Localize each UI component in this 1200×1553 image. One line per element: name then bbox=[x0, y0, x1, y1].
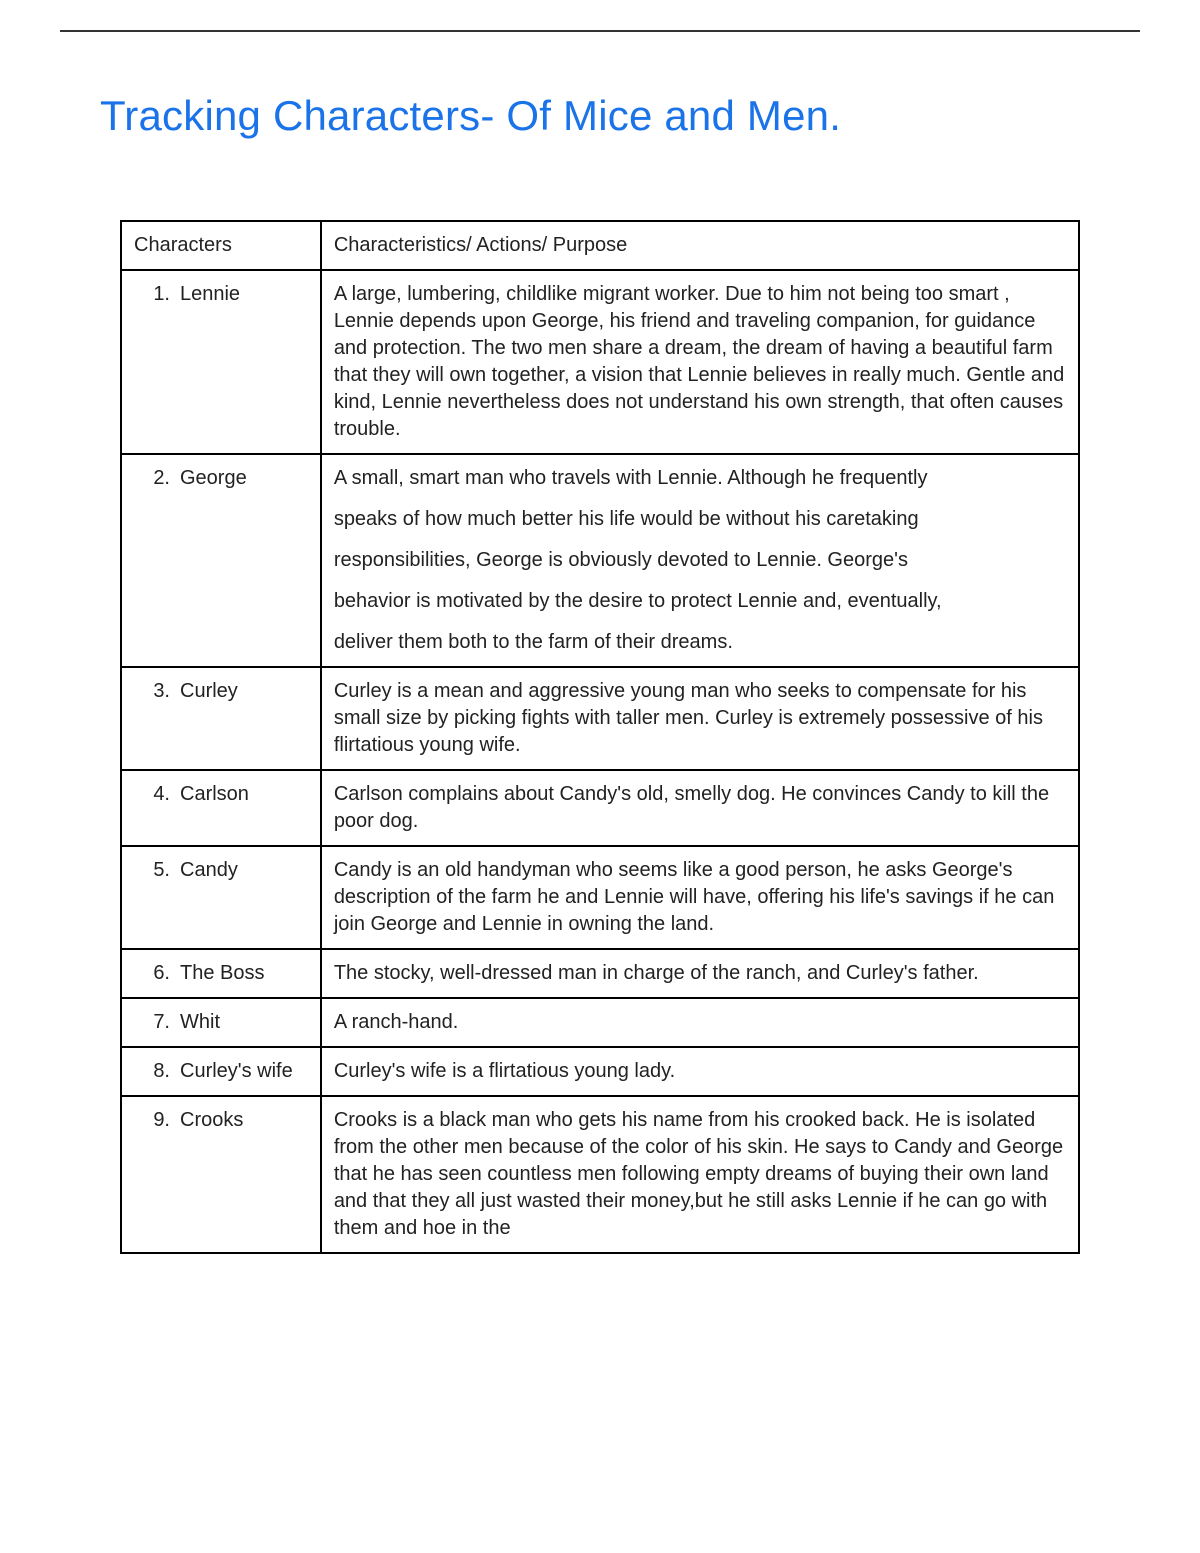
description-text: Candy is an old handyman who seems like … bbox=[334, 857, 1066, 938]
character-number: 2. bbox=[134, 465, 170, 492]
character-name: Candy bbox=[180, 857, 308, 884]
character-name: The Boss bbox=[180, 960, 308, 987]
character-name: Carlson bbox=[180, 781, 308, 808]
description-line: behavior is motivated by the desire to p… bbox=[334, 588, 1066, 615]
description-line: deliver them both to the farm of their d… bbox=[334, 629, 1066, 656]
character-cell: 4. Carlson bbox=[121, 770, 321, 846]
description-cell: A ranch-hand. bbox=[321, 998, 1079, 1047]
characters-table: Characters Characteristics/ Actions/ Pur… bbox=[120, 220, 1080, 1254]
character-number: 9. bbox=[134, 1107, 170, 1134]
character-cell: 2. George bbox=[121, 454, 321, 667]
description-line: responsibilities, George is obviously de… bbox=[334, 547, 1066, 574]
description-cell: Crooks is a black man who gets his name … bbox=[321, 1096, 1079, 1253]
character-name: George bbox=[180, 465, 308, 492]
character-number: 1. bbox=[134, 281, 170, 308]
top-rule bbox=[60, 30, 1140, 32]
character-number: 5. bbox=[134, 857, 170, 884]
character-cell: 3. Curley bbox=[121, 667, 321, 770]
description-cell: Curley is a mean and aggressive young ma… bbox=[321, 667, 1079, 770]
table-row: 8. Curley's wife Curley's wife is a flirta… bbox=[121, 1047, 1079, 1096]
table-row: 4. Carlson Carlson complains about Candy's… bbox=[121, 770, 1079, 846]
table-row: 6. The Boss The stocky, well-dressed man i… bbox=[121, 949, 1079, 998]
character-name: Curley's wife bbox=[180, 1058, 308, 1085]
description-cell: Candy is an old handyman who seems like … bbox=[321, 846, 1079, 949]
character-name: Crooks bbox=[180, 1107, 308, 1134]
table-row: 2. George A small, smart man who travels w… bbox=[121, 454, 1079, 667]
character-name: Curley bbox=[180, 678, 308, 705]
character-cell: 9. Crooks bbox=[121, 1096, 321, 1253]
character-cell: 8. Curley's wife bbox=[121, 1047, 321, 1096]
description-cell: A small, smart man who travels with Lenn… bbox=[321, 454, 1079, 667]
description-text: Carlson complains about Candy's old, sme… bbox=[334, 781, 1066, 835]
description-cell: Curley's wife is a flirtatious young lad… bbox=[321, 1047, 1079, 1096]
description-cell: The stocky, well-dressed man in charge o… bbox=[321, 949, 1079, 998]
table-header-row: Characters Characteristics/ Actions/ Pur… bbox=[121, 221, 1079, 270]
description-text: Crooks is a black man who gets his name … bbox=[334, 1107, 1066, 1242]
table-row: 3. Curley Curley is a mean and aggressive … bbox=[121, 667, 1079, 770]
character-number: 3. bbox=[134, 678, 170, 705]
header-characteristics: Characteristics/ Actions/ Purpose bbox=[321, 221, 1079, 270]
table-row: 9. Crooks Crooks is a black man who gets h… bbox=[121, 1096, 1079, 1253]
description-cell: A large, lumbering, childlike migrant wo… bbox=[321, 270, 1079, 454]
character-number: 4. bbox=[134, 781, 170, 808]
character-name: Whit bbox=[180, 1009, 308, 1036]
description-text: A large, lumbering, childlike migrant wo… bbox=[334, 281, 1066, 443]
description-text: Curley is a mean and aggressive young ma… bbox=[334, 678, 1066, 759]
character-cell: 1. Lennie bbox=[121, 270, 321, 454]
page-title: Tracking Characters- Of Mice and Men. bbox=[100, 92, 1140, 140]
description-line: speaks of how much better his life would… bbox=[334, 506, 1066, 533]
character-number: 8. bbox=[134, 1058, 170, 1085]
character-cell: 7. Whit bbox=[121, 998, 321, 1047]
character-number: 7. bbox=[134, 1009, 170, 1036]
character-number: 6. bbox=[134, 960, 170, 987]
description-cell: Carlson complains about Candy's old, sme… bbox=[321, 770, 1079, 846]
description-text: The stocky, well-dressed man in charge o… bbox=[334, 960, 1066, 987]
description-text: Curley's wife is a flirtatious young lad… bbox=[334, 1058, 1066, 1085]
description-line: A small, smart man who travels with Lenn… bbox=[334, 465, 1066, 492]
header-characters: Characters bbox=[121, 221, 321, 270]
table-row: 1. Lennie A large, lumbering, childlike mi… bbox=[121, 270, 1079, 454]
description-text: A ranch-hand. bbox=[334, 1009, 1066, 1036]
document-page: Tracking Characters- Of Mice and Men. Ch… bbox=[0, 0, 1200, 1553]
character-name: Lennie bbox=[180, 281, 308, 308]
table-row: 7. Whit A ranch-hand. bbox=[121, 998, 1079, 1047]
character-cell: 6. The Boss bbox=[121, 949, 321, 998]
character-cell: 5. Candy bbox=[121, 846, 321, 949]
table-row: 5. Candy Candy is an old handyman who seem… bbox=[121, 846, 1079, 949]
